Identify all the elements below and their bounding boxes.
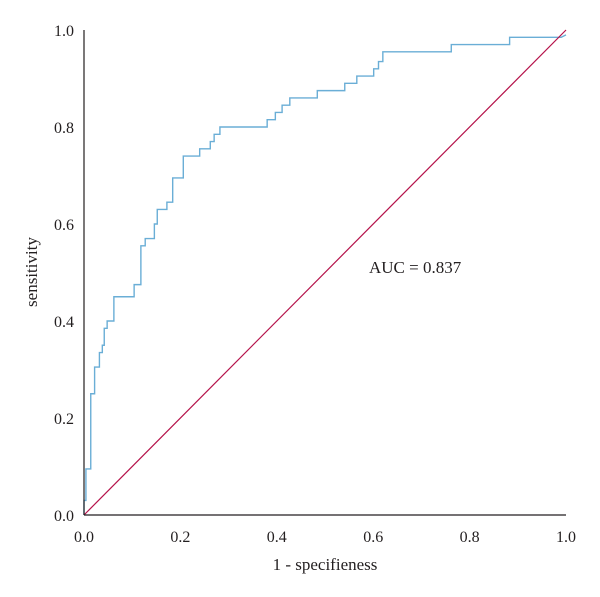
y-axis-title: sensitivity: [22, 237, 41, 307]
y-tick-label: 0.4: [54, 314, 74, 331]
x-tick-label: 0.2: [170, 529, 190, 546]
x-tick-labels: 0.0 0.2 0.4 0.6 0.8 1.0: [74, 529, 576, 546]
x-tick-label: 0.0: [74, 529, 94, 546]
x-tick-label: 0.8: [460, 529, 480, 546]
y-tick-label: 0.0: [54, 508, 74, 525]
y-tick-label: 1.0: [54, 23, 74, 40]
auc-annotation: AUC = 0.837: [369, 258, 462, 277]
y-tick-labels: 0.0 0.2 0.4 0.6 0.8 1.0: [54, 23, 74, 525]
y-tick-label: 0.6: [54, 217, 74, 234]
x-tick-label: 0.4: [267, 529, 287, 546]
roc-curve-line: [83, 34, 567, 515]
reference-diagonal-line: [83, 29, 567, 516]
y-tick-label: 0.8: [54, 120, 74, 137]
x-tick-label: 0.6: [363, 529, 383, 546]
plot-area: [83, 29, 567, 516]
y-tick-label: 0.2: [54, 411, 74, 428]
x-axis-title: 1 - specifieness: [273, 555, 378, 574]
x-tick-label: 1.0: [556, 529, 576, 546]
